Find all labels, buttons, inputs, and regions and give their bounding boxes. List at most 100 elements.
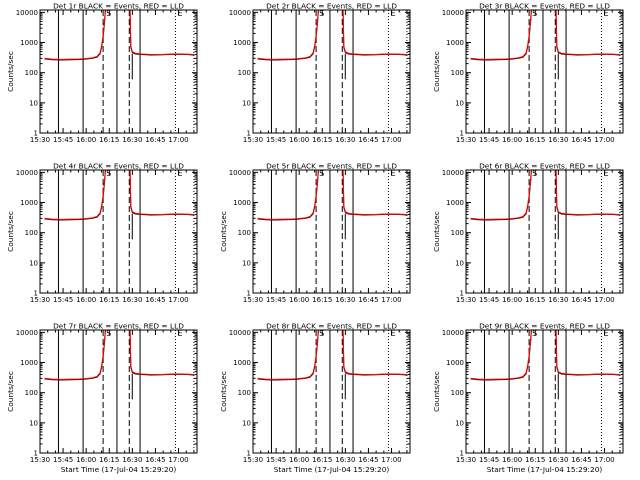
panel-title: Det 3r BLACK = Events, RED = LLD [479, 2, 610, 11]
x-tick-label: 16:45 [571, 296, 591, 304]
x-tick-label: 15:45 [479, 136, 499, 144]
y-tick-label: 1 [460, 130, 464, 138]
y-axis-label: Counts/sec [6, 51, 15, 92]
y-tick-label: 100 [25, 69, 38, 77]
y-tick-label: 1000 [233, 199, 251, 207]
time-markers [57, 10, 195, 133]
start-marker-label: S [319, 329, 324, 338]
x-tick-label: 16:30 [548, 456, 568, 464]
x-tick-label: 15:45 [479, 296, 499, 304]
y-tick-label: 1000 [20, 39, 38, 47]
end-marker-label: E [603, 169, 608, 178]
y-tick-label: 1 [247, 130, 251, 138]
y-tick-label: 1000 [446, 199, 464, 207]
plot-frame [465, 169, 624, 294]
y-tick-label: 10 [242, 259, 251, 267]
start-marker-label: S [319, 169, 324, 178]
y-tick-label: 1000 [446, 39, 464, 47]
panel-title: Det 4r BLACK = Events, RED = LLD [53, 162, 184, 171]
y-tick-label: 10 [29, 99, 38, 107]
events-series-line [470, 170, 620, 221]
lld-series-line [470, 10, 620, 60]
x-tick-label: 15:45 [266, 136, 286, 144]
x-tick-label: 16:00 [289, 136, 309, 144]
time-markers [483, 170, 621, 293]
x-tick-label: 16:15 [525, 296, 545, 304]
y-tick-label: 100 [451, 69, 464, 77]
y-axis-label: Counts/sec [219, 371, 228, 412]
end-marker-label: E [390, 9, 395, 18]
x-tick-label: 16:30 [122, 456, 142, 464]
end-marker-label: E [390, 169, 395, 178]
x-axis-label: Start Time (17-Jul-04 15:29:20) [487, 465, 603, 474]
y-tick-label: 10 [242, 99, 251, 107]
x-tick-label: 16:00 [76, 136, 96, 144]
y-tick-label: 1000 [233, 39, 251, 47]
y-tick-label: 100 [238, 69, 251, 77]
lld-series-line [44, 10, 194, 60]
plot-frame [465, 9, 624, 134]
x-tick-label: 16:00 [502, 136, 522, 144]
y-tick-label: 10 [455, 419, 464, 427]
start-marker-label: S [532, 329, 537, 338]
x-tick-label: 15:30 [30, 136, 50, 144]
lld-series-line [44, 170, 194, 220]
y-axis-label: Counts/sec [432, 51, 441, 92]
events-series-line [44, 170, 194, 221]
x-axis-label: Start Time (17-Jul-04 15:29:20) [274, 465, 390, 474]
plot-frame [39, 329, 198, 454]
y-tick-label: 1 [34, 450, 38, 458]
x-tick-label: 15:30 [30, 456, 50, 464]
y-tick-label: 100 [451, 389, 464, 397]
y-tick-label: 10 [242, 419, 251, 427]
x-tick-label: 15:30 [456, 296, 476, 304]
y-tick-label: 100 [238, 229, 251, 237]
x-tick-label: 16:15 [312, 456, 332, 464]
y-tick-label: 1 [34, 130, 38, 138]
panel-title: Det 5r BLACK = Events, RED = LLD [266, 162, 397, 171]
y-tick-label: 1000 [446, 359, 464, 367]
x-tick-label: 16:00 [289, 296, 309, 304]
x-tick-label: 16:15 [525, 136, 545, 144]
plot-frame [39, 9, 198, 134]
lld-series-line [44, 330, 194, 380]
y-tick-label: 10000 [442, 9, 464, 17]
x-tick-label: 16:30 [548, 296, 568, 304]
lld-series-line [257, 170, 407, 220]
start-marker-label: S [319, 9, 324, 18]
x-tick-label: 16:45 [145, 136, 165, 144]
x-tick-label: 16:00 [502, 296, 522, 304]
y-tick-label: 10000 [16, 169, 38, 177]
x-tick-label: 15:30 [243, 296, 263, 304]
end-marker-label: E [603, 329, 608, 338]
y-axis-label: Counts/sec [6, 211, 15, 252]
x-tick-label: 15:30 [456, 456, 476, 464]
x-tick-label: 17:00 [381, 456, 401, 464]
y-tick-label: 1000 [20, 199, 38, 207]
y-tick-label: 1 [34, 290, 38, 298]
x-tick-label: 17:00 [168, 456, 188, 464]
x-tick-label: 15:30 [456, 136, 476, 144]
x-tick-label: 16:30 [122, 136, 142, 144]
x-tick-label: 15:45 [479, 456, 499, 464]
y-axis-label: Counts/sec [219, 211, 228, 252]
y-tick-label: 10000 [229, 169, 251, 177]
plot-frame [252, 9, 411, 134]
x-tick-label: 16:00 [502, 456, 522, 464]
start-marker-label: S [106, 9, 111, 18]
x-tick-label: 17:00 [594, 456, 614, 464]
events-series-line [470, 10, 620, 61]
x-tick-label: 16:15 [99, 456, 119, 464]
y-tick-label: 10 [455, 99, 464, 107]
y-tick-label: 100 [451, 229, 464, 237]
y-tick-label: 1000 [20, 359, 38, 367]
x-tick-label: 15:45 [266, 296, 286, 304]
end-marker-label: E [603, 9, 608, 18]
x-tick-label: 16:30 [548, 136, 568, 144]
panel-title: Det 9r BLACK = Events, RED = LLD [479, 322, 610, 331]
